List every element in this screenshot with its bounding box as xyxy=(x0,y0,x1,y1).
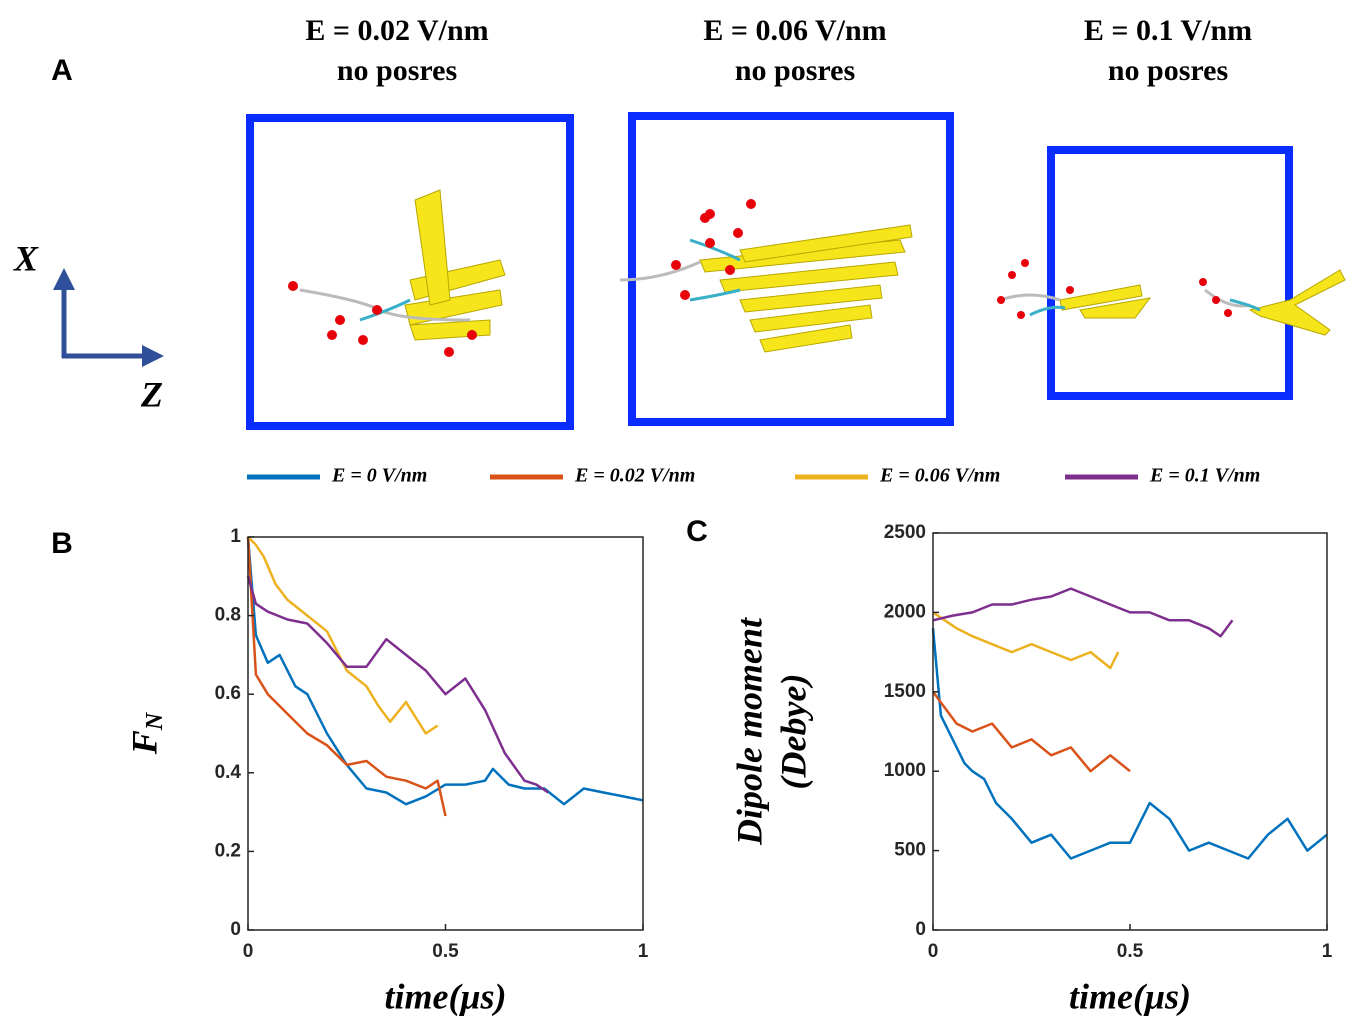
x-axis-label: time(μs) xyxy=(385,976,507,1016)
y-tick-label: 2000 xyxy=(884,601,926,622)
data-line xyxy=(932,611,1120,670)
y-tick-label: 0.2 xyxy=(215,840,241,861)
protein xyxy=(288,189,1346,357)
panel-label: A xyxy=(51,54,73,87)
x-tick-label: 0.5 xyxy=(432,941,459,962)
legend-label: E = 0.1 V/nm xyxy=(1149,465,1260,487)
y-tick-label: 0 xyxy=(915,919,926,940)
axis-label: Z xyxy=(140,374,163,414)
plot-area xyxy=(248,537,643,930)
plot-area xyxy=(933,533,1327,930)
x-axis-label: time(μs) xyxy=(1069,976,1191,1016)
axis-label: X xyxy=(13,238,39,278)
panel-title: E = 0.1 V/nm xyxy=(1084,14,1252,47)
y-tick-label: 0.6 xyxy=(215,683,241,704)
simulation-box xyxy=(246,112,1293,430)
y-tick-label: 1 xyxy=(230,526,241,547)
legend-label: E = 0.06 V/nm xyxy=(879,465,1000,487)
panel-title: E = 0.06 V/nm xyxy=(703,14,886,47)
y-tick-label: 1000 xyxy=(884,760,926,781)
y-axis-label: (Debye) xyxy=(773,674,813,790)
panel-title: no posres xyxy=(1108,54,1228,87)
panel-label: C xyxy=(686,515,708,548)
panel-label: B xyxy=(51,527,73,560)
legend-label: E = 0.02 V/nm xyxy=(574,465,695,487)
x-tick-label: 1 xyxy=(638,941,649,962)
y-tick-label: 500 xyxy=(894,840,926,861)
data-line xyxy=(247,536,439,735)
x-tick-label: 0.5 xyxy=(1117,941,1144,962)
y-tick-label: 1500 xyxy=(884,681,926,702)
y-tick-label: 0.4 xyxy=(215,762,242,783)
data-line xyxy=(246,536,447,817)
panel-title: E = 0.02 V/nm xyxy=(305,14,488,47)
y-tick-label: 2500 xyxy=(884,522,926,543)
y-axis-label-subscript: N xyxy=(142,711,168,731)
y-tick-label: 0 xyxy=(230,919,241,940)
data-line xyxy=(246,575,549,794)
data-line xyxy=(931,628,1328,860)
data-line xyxy=(931,691,1131,773)
axes-arrows xyxy=(53,268,164,367)
y-axis-label: FN xyxy=(124,711,167,755)
legend-label: E = 0 V/nm xyxy=(331,465,427,487)
data-line xyxy=(932,587,1234,638)
panel-title: no posres xyxy=(337,54,457,87)
y-axis-label: Dipole moment xyxy=(729,617,769,846)
x-tick-label: 0 xyxy=(243,941,254,962)
data-line xyxy=(246,536,644,806)
y-tick-label: 0.8 xyxy=(215,605,241,626)
x-tick-label: 1 xyxy=(1322,941,1333,962)
panel-title: no posres xyxy=(735,54,855,87)
x-tick-label: 0 xyxy=(928,941,939,962)
